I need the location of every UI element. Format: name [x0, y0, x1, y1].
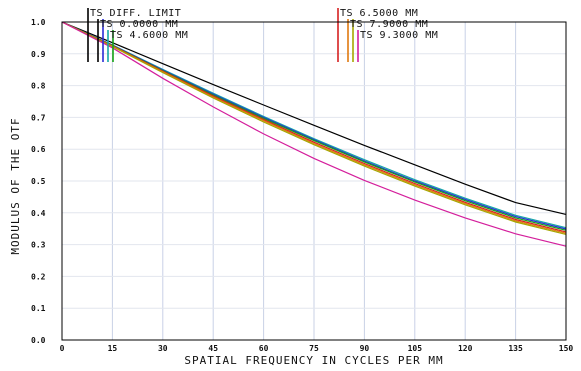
x-tick-label: 0 [60, 344, 65, 353]
series-line-6 [61, 21, 567, 235]
x-tick-label: 90 [360, 344, 370, 353]
legend-label-1: TS 0.0000 MM [100, 19, 178, 30]
y-tick-label: 0.8 [31, 82, 46, 91]
y-tick-label: 0.4 [31, 209, 46, 218]
y-tick-label: 0.0 [31, 336, 46, 345]
y-tick-label: 0.1 [31, 304, 46, 313]
y-tick-label: 1.0 [31, 18, 46, 27]
plot-frame [61, 21, 567, 341]
series-line-0 [61, 21, 567, 215]
y-tick-label: 0.2 [31, 272, 46, 281]
x-tick-label: 15 [108, 344, 118, 353]
y-tick-label: 0.5 [31, 177, 46, 186]
x-axis-title: SPATIAL FREQUENCY IN CYCLES PER MM [184, 354, 443, 367]
y-tick-label: 0.6 [31, 145, 46, 154]
grid [62, 22, 566, 340]
legend-label-0: TS DIFF. LIMIT [90, 8, 181, 19]
series-lines [61, 21, 567, 247]
x-tick-label: 120 [458, 344, 473, 353]
x-tick-label: 30 [158, 344, 168, 353]
tick-labels: 0 15 30 45 60 75 90 105 120 135 150 0.0 0.1 0.2 0.3 0.4… [31, 18, 573, 353]
x-tick-label: 150 [559, 344, 574, 353]
legend-label-3: TS 6.5000 MM [340, 8, 418, 19]
x-tick-label: 135 [508, 344, 523, 353]
y-axis-title: MODULUS OF THE OTF [9, 117, 22, 254]
x-tick-label: 75 [309, 344, 319, 353]
legend-label-4: TS 7.9000 MM [350, 19, 428, 30]
series-line-7 [61, 21, 567, 247]
y-tick-label: 0.3 [31, 241, 46, 250]
y-tick-label: 0.7 [31, 113, 46, 122]
legend-label-5: TS 9.3000 MM [360, 30, 438, 41]
legend-label-2: TS 4.6000 MM [110, 30, 188, 41]
x-tick-label: 60 [259, 344, 269, 353]
x-tick-label: 105 [408, 344, 423, 353]
y-tick-label: 0.9 [31, 50, 46, 59]
x-tick-label: 45 [208, 344, 218, 353]
